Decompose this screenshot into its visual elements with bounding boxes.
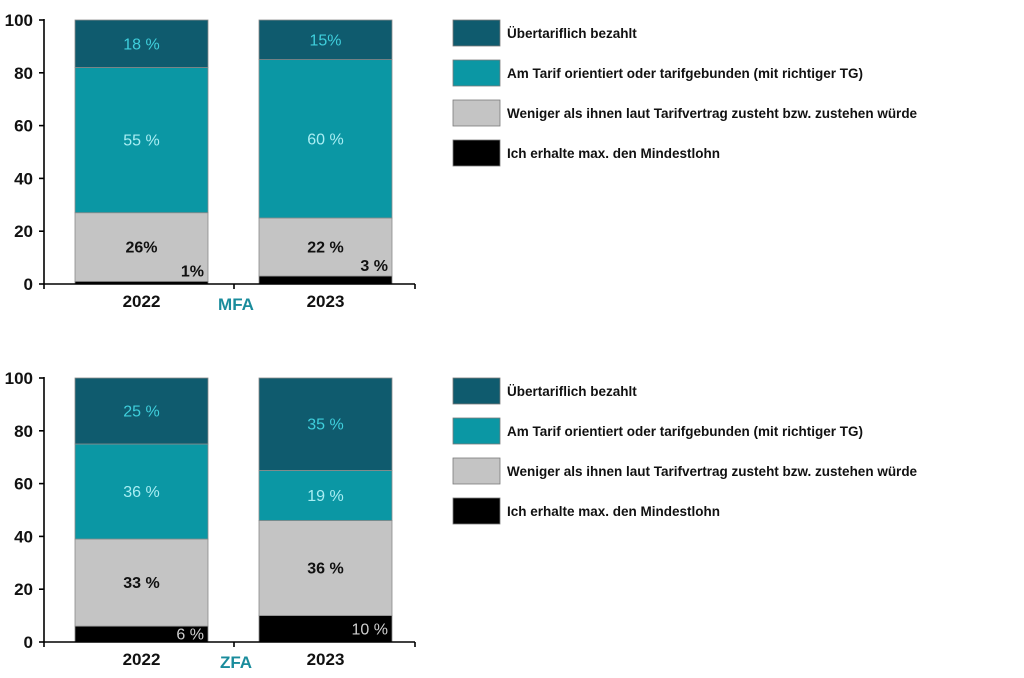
legend-swatch-uebertariflich bbox=[452, 19, 501, 47]
y-tick-label: 20 bbox=[14, 222, 33, 241]
data-label-2022-tarif: 36 % bbox=[123, 484, 159, 501]
bar-segment-2023-unter-tarif bbox=[258, 217, 393, 277]
y-tick-label: 100 bbox=[5, 11, 33, 30]
data-label-2022-mindestlohn: 6 % bbox=[176, 627, 204, 644]
bar-segment-2023-mindestlohn bbox=[258, 615, 393, 643]
legend-item-mindestlohn: Ich erhalte max. den Mindestlohn bbox=[452, 139, 720, 167]
data-label-2023-uebertariflich: 15% bbox=[309, 32, 341, 49]
legend-label-uebertariflich: Übertariflich bezahlt bbox=[507, 384, 637, 399]
x-tick-label: 2022 bbox=[123, 292, 161, 311]
x-tick-label: 2023 bbox=[307, 650, 345, 669]
y-tick-label: 80 bbox=[14, 422, 33, 441]
data-label-2022-mindestlohn: 1% bbox=[181, 263, 204, 280]
legend-swatch-uebertariflich bbox=[452, 377, 501, 405]
x-tick-label: 2023 bbox=[307, 292, 345, 311]
bar-segment-2023-uebertariflich bbox=[258, 19, 393, 60]
bar-segment-2022-tarif bbox=[74, 443, 209, 540]
data-label-2022-unter-tarif: 26% bbox=[125, 240, 157, 257]
bar-2023: 3 % 22 % 60 % 15% bbox=[258, 19, 393, 285]
y-tick-label: 40 bbox=[14, 169, 33, 188]
bar-2022: 1% 26% 55 % 18 % bbox=[74, 19, 209, 285]
data-label-2023-mindestlohn: 3 % bbox=[360, 258, 388, 275]
legend: Übertariflich bezahlt Am Tarif orientiert… bbox=[452, 19, 918, 167]
group-label: MFA bbox=[218, 295, 254, 314]
y-tick-label: 100 bbox=[5, 369, 33, 388]
legend-swatch-mindestlohn bbox=[452, 497, 501, 525]
bar-segment-2023-tarif bbox=[258, 469, 393, 521]
legend-label-mindestlohn: Ich erhalte max. den Mindestlohn bbox=[507, 146, 720, 161]
legend-label-unter-tarif: Weniger als ihnen laut Tarifvertrag zust… bbox=[507, 464, 918, 479]
bar-segment-2022-tarif bbox=[74, 67, 209, 214]
data-label-2022-uebertariflich: 25 % bbox=[123, 404, 159, 421]
y-tick-label: 80 bbox=[14, 64, 33, 83]
y-tick-label: 0 bbox=[24, 275, 33, 294]
legend-label-unter-tarif: Weniger als ihnen laut Tarifvertrag zust… bbox=[507, 106, 918, 121]
bar-2023: 10 % 36 % 19 % 35 % bbox=[258, 377, 393, 643]
legend-item-uebertariflich: Übertariflich bezahlt bbox=[452, 377, 637, 405]
chart-panel-zfa: 6 % 33 % 36 % 25 % 2022 10 % 36 % 19 % 35 % 2023 0… bbox=[5, 369, 918, 672]
data-label-2022-tarif: 55 % bbox=[123, 133, 159, 150]
data-label-2022-unter-tarif: 33 % bbox=[123, 575, 159, 592]
legend-swatch-tarif bbox=[452, 417, 501, 445]
y-tick-label: 60 bbox=[14, 117, 33, 136]
x-tick-label: 2022 bbox=[123, 650, 161, 669]
y-tick-label: 20 bbox=[14, 580, 33, 599]
y-tick-label: 0 bbox=[24, 633, 33, 652]
legend-label-uebertariflich: Übertariflich bezahlt bbox=[507, 26, 637, 41]
bar-segment-2022-unter-tarif bbox=[74, 212, 209, 282]
chart-panel-mfa: 1% 26% 55 % 18 % 2022 3 % 22 % 60 % 15% 2023 0 20 40… bbox=[5, 11, 918, 314]
bar-2022: 6 % 33 % 36 % 25 % bbox=[74, 377, 209, 644]
legend-item-mindestlohn: Ich erhalte max. den Mindestlohn bbox=[452, 497, 720, 525]
legend-item-tarif: Am Tarif orientiert oder tarifgebunden (… bbox=[452, 417, 863, 445]
group-label: ZFA bbox=[220, 653, 252, 672]
y-tick-label: 40 bbox=[14, 527, 33, 546]
y-tick-label: 60 bbox=[14, 475, 33, 494]
data-label-2022-uebertariflich: 18 % bbox=[123, 36, 159, 53]
data-label-2023-unter-tarif: 22 % bbox=[307, 240, 343, 257]
legend-swatch-mindestlohn bbox=[452, 139, 501, 167]
data-label-2023-mindestlohn: 10 % bbox=[352, 621, 388, 638]
legend-label-tarif: Am Tarif orientiert oder tarifgebunden (… bbox=[507, 424, 863, 439]
legend-swatch-tarif bbox=[452, 59, 501, 87]
legend-item-uebertariflich: Übertariflich bezahlt bbox=[452, 19, 637, 47]
bar-segment-2023-unter-tarif bbox=[258, 520, 393, 616]
bar-segment-2023-uebertariflich bbox=[258, 377, 393, 471]
data-label-2023-uebertariflich: 35 % bbox=[307, 417, 343, 434]
legend-item-unter-tarif: Weniger als ihnen laut Tarifvertrag zust… bbox=[452, 99, 918, 127]
bar-segment-2022-uebertariflich bbox=[74, 377, 209, 445]
bar-segment-2023-mindestlohn bbox=[258, 275, 393, 285]
bar-segment-2022-uebertariflich bbox=[74, 19, 209, 68]
legend-label-tarif: Am Tarif orientiert oder tarifgebunden (… bbox=[507, 66, 863, 81]
legend: Übertariflich bezahlt Am Tarif orientiert… bbox=[452, 377, 918, 525]
data-label-2023-unter-tarif: 36 % bbox=[307, 561, 343, 578]
bar-segment-2022-unter-tarif bbox=[74, 538, 209, 627]
legend-item-tarif: Am Tarif orientiert oder tarifgebunden (… bbox=[452, 59, 863, 87]
legend-swatch-unter-tarif bbox=[452, 99, 501, 127]
legend-label-mindestlohn: Ich erhalte max. den Mindestlohn bbox=[507, 504, 720, 519]
data-label-2023-tarif: 19 % bbox=[307, 488, 343, 505]
data-label-2023-tarif: 60 % bbox=[307, 131, 343, 148]
legend-item-unter-tarif: Weniger als ihnen laut Tarifvertrag zust… bbox=[452, 457, 918, 485]
legend-swatch-unter-tarif bbox=[452, 457, 501, 485]
